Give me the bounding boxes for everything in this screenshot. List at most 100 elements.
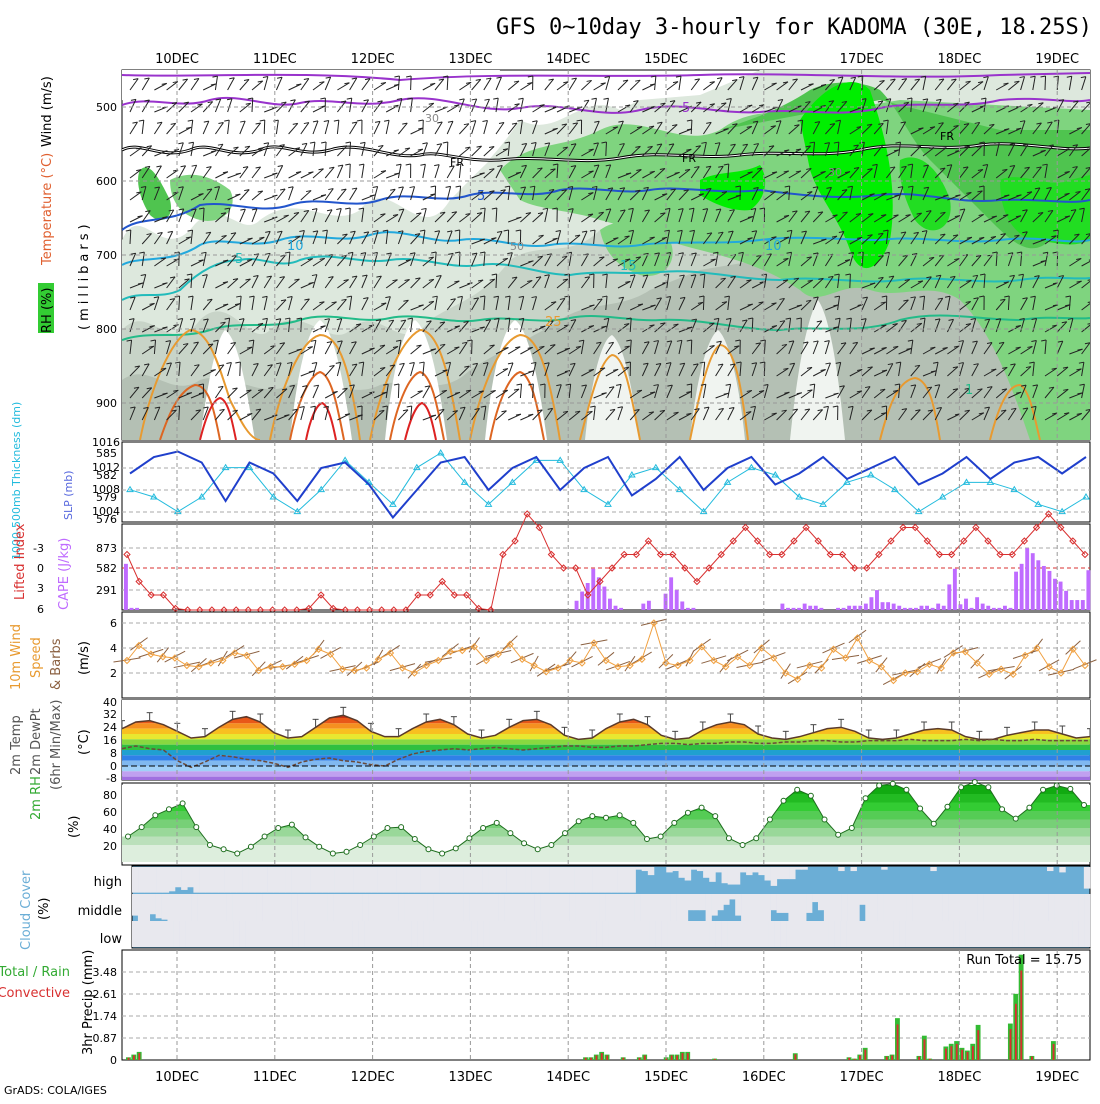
cloud-clear-segment	[499, 894, 505, 921]
cloud-clear-segment	[572, 921, 578, 947]
cloud-clear-segment	[787, 921, 793, 947]
cloud-clear-segment	[262, 894, 268, 921]
date-label-bottom: 12DEC	[351, 1070, 395, 1085]
cloud-clear-segment	[682, 894, 688, 921]
cloud-clear-segment	[777, 894, 783, 913]
cloud-clear-segment	[1025, 921, 1031, 947]
precip-conv-bar	[585, 1058, 587, 1060]
slp-tick-1008: 1008	[92, 483, 120, 496]
rh-point	[658, 834, 663, 839]
cloud-clear-segment	[465, 921, 471, 947]
cloud-clear-segment	[608, 921, 614, 947]
cape-bar	[997, 608, 1001, 610]
rh-point	[276, 826, 281, 831]
rh-point	[412, 837, 417, 842]
cape-bar	[1059, 582, 1063, 610]
cloud-clear-segment	[907, 894, 913, 921]
date-label-top: 15DEC	[644, 52, 688, 67]
cloud-clear-segment	[428, 894, 434, 921]
contour-label-1: 1	[965, 383, 973, 398]
rh-point	[576, 819, 581, 824]
cape-bar	[797, 608, 801, 610]
cape-bar	[1009, 608, 1013, 610]
temp-band	[122, 739, 1090, 744]
cloud-clear-segment	[800, 894, 806, 921]
cloud-clear-segment	[363, 894, 369, 921]
rh-label-2: (%)	[67, 816, 82, 839]
cloud-clear-segment	[783, 867, 789, 879]
cloud-clear-segment	[162, 894, 168, 920]
cape-bar	[864, 604, 868, 610]
cloud-clear-segment	[629, 894, 635, 921]
contour-label-fr1: FR	[450, 156, 464, 169]
wind-barb-staff	[240, 362, 241, 376]
cloud-clear-segment	[623, 894, 629, 921]
cape-ticks: 873 582 291	[96, 542, 117, 597]
cloud-clear-segment	[298, 894, 304, 921]
cloud-clear-segment	[513, 921, 519, 947]
cloud-clear-segment	[227, 894, 233, 921]
date-label-top: 16DEC	[742, 52, 786, 67]
cape-bar	[875, 590, 879, 610]
cloud-clear-segment	[883, 894, 889, 921]
cloud-clear-segment	[851, 867, 857, 871]
cloud-clear-segment	[593, 894, 599, 921]
cloud-clear-segment	[676, 894, 682, 921]
precip-conv-bar	[918, 1057, 920, 1060]
cloud-clear-segment	[206, 867, 212, 893]
wind-barb-staff	[264, 120, 265, 134]
cloud-clear-segment	[1078, 894, 1084, 921]
rh-point	[426, 847, 431, 852]
cloud-clear-segment	[281, 921, 287, 947]
cape-label-li: Lifted Index	[13, 523, 28, 600]
cloud-clear-segment	[398, 894, 404, 921]
cloud-clear-segment	[1084, 921, 1090, 947]
rh-point	[877, 783, 882, 788]
cloud-clear-segment	[402, 867, 408, 893]
cloud-clear-segment	[251, 921, 257, 947]
cloud-clear-segment	[656, 921, 662, 947]
cloud-clear-segment	[418, 921, 424, 947]
cloud-clear-segment	[666, 867, 672, 872]
cloud-clear-segment	[706, 894, 712, 921]
precip-conv-bar	[886, 1057, 888, 1060]
rh-point	[1000, 807, 1005, 812]
date-label-top: 13DEC	[448, 52, 492, 67]
cloud-clear-segment	[427, 867, 433, 893]
rh-point	[644, 837, 649, 842]
cloud-clear-segment	[435, 921, 441, 947]
cloud-clear-segment	[560, 921, 566, 947]
cloud-clear-segment	[388, 921, 394, 947]
temp-tick-neg8: -8	[106, 772, 117, 785]
rh-point	[453, 846, 458, 851]
cloud-clear-segment	[477, 921, 483, 947]
precip-conv-bar	[644, 1055, 646, 1060]
cloud-clear-segment	[984, 894, 990, 921]
cloud-clear-segment	[740, 867, 746, 872]
precip-conv-bar	[924, 1039, 926, 1060]
cloud-clear-segment	[186, 921, 192, 947]
cloud-clear-segment	[528, 894, 534, 921]
temp-band	[122, 734, 1090, 739]
cloud-clear-segment	[894, 921, 900, 947]
cloud-clear-segment	[433, 867, 439, 893]
cloud-clear-segment	[316, 867, 322, 893]
cloud-clear-segment	[209, 921, 215, 947]
cloud-clear-segment	[966, 894, 972, 921]
cloud-clear-segment	[697, 921, 703, 947]
cape-bar	[780, 604, 784, 610]
wind-tick-4: 4	[110, 642, 117, 655]
precip-conv-bar	[864, 1050, 866, 1060]
rh-point	[494, 820, 499, 825]
cloud-clear-segment	[977, 921, 983, 947]
cloud-clear-segment	[267, 867, 273, 893]
cloud-clear-segment	[422, 894, 428, 921]
cape-bar	[920, 606, 924, 610]
cloud-clear-segment	[1030, 921, 1036, 947]
precip-conv-bar	[128, 1058, 130, 1060]
cloud-clear-segment	[629, 867, 635, 893]
cloud-clear-segment	[924, 894, 930, 921]
rh-point	[781, 798, 786, 803]
cloud-clear-segment	[132, 921, 138, 947]
cloud-clear-segment	[568, 867, 574, 893]
